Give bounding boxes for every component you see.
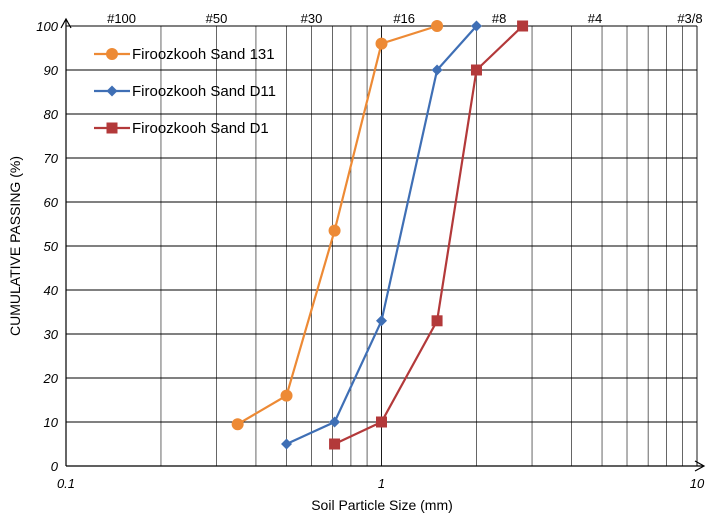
data-point (329, 416, 341, 428)
series-line (334, 25, 524, 445)
data-point (280, 389, 293, 402)
sieve-label: #3/8 (677, 11, 702, 26)
legend-item: Firoozkooh Sand D1 (94, 120, 269, 137)
tick-labels: 0 10 20 30 40 50 60 70 80 90 100 0.1 1 10 (36, 19, 705, 491)
legend-marker (106, 122, 118, 134)
y-tick-label: 80 (44, 107, 59, 122)
data-series (231, 20, 529, 450)
y-tick-label: 50 (44, 239, 59, 254)
y-tick-label: 90 (44, 63, 59, 78)
legend-marker (106, 85, 118, 97)
data-point (517, 20, 529, 32)
data-point (281, 438, 293, 450)
sieve-label: #100 (107, 11, 136, 26)
series-firoozkooh-sand-131 (231, 20, 444, 431)
sieve-label: #4 (588, 11, 602, 26)
y-tick-label: 60 (44, 195, 59, 210)
data-point (231, 418, 244, 431)
data-point (376, 416, 387, 428)
x-tick-label: 1 (378, 476, 385, 491)
y-axis-label: CUMULATIVE PASSING (%) (7, 156, 23, 336)
data-point (431, 64, 443, 76)
data-point (329, 438, 341, 450)
legend-label: Firoozkooh Sand D11 (132, 83, 276, 100)
data-point (431, 20, 444, 32)
x-axis-arrow (694, 460, 706, 472)
legend-marker (106, 48, 118, 60)
series-firoozkooh-sand-d11 (281, 20, 482, 450)
y-tick-label: 0 (51, 459, 59, 474)
y-tick-label: 20 (43, 371, 59, 386)
y-tick-label: 10 (44, 415, 59, 430)
sieve-label: #30 (301, 11, 323, 26)
y-tick-label: 40 (44, 283, 59, 298)
y-tick-label: 100 (36, 19, 58, 34)
chart-legend: Firoozkooh Sand 131 Firoozkooh Sand D11 Fi… (94, 46, 276, 137)
series-firoozkooh-sand-d1 (329, 20, 529, 450)
data-point (431, 315, 443, 327)
x-tick-label: 10 (690, 476, 705, 491)
y-tick-label: 70 (44, 151, 59, 166)
sieve-label: #16 (393, 11, 415, 26)
sieve-label: #8 (492, 11, 506, 26)
chart-axes (60, 17, 706, 472)
sieve-label: #50 (206, 11, 228, 26)
legend-item: Firoozkooh Sand D11 (94, 83, 276, 100)
x-axis-label: Soil Particle Size (mm) (311, 497, 453, 513)
data-point (470, 20, 482, 32)
data-point (376, 315, 387, 327)
sieve-labels: #100 #50 #30 #16 #8 #4 #3/8 (107, 11, 703, 26)
legend-label: Firoozkooh Sand 131 (132, 46, 275, 63)
legend-item: Firoozkooh Sand 131 (94, 46, 275, 63)
data-point (328, 224, 341, 237)
x-tick-label: 0.1 (57, 476, 75, 491)
legend-label: Firoozkooh Sand D1 (132, 120, 269, 137)
y-tick-label: 30 (44, 327, 59, 342)
data-point (375, 37, 388, 50)
data-point (470, 64, 482, 76)
y-axis-arrow (60, 17, 72, 29)
